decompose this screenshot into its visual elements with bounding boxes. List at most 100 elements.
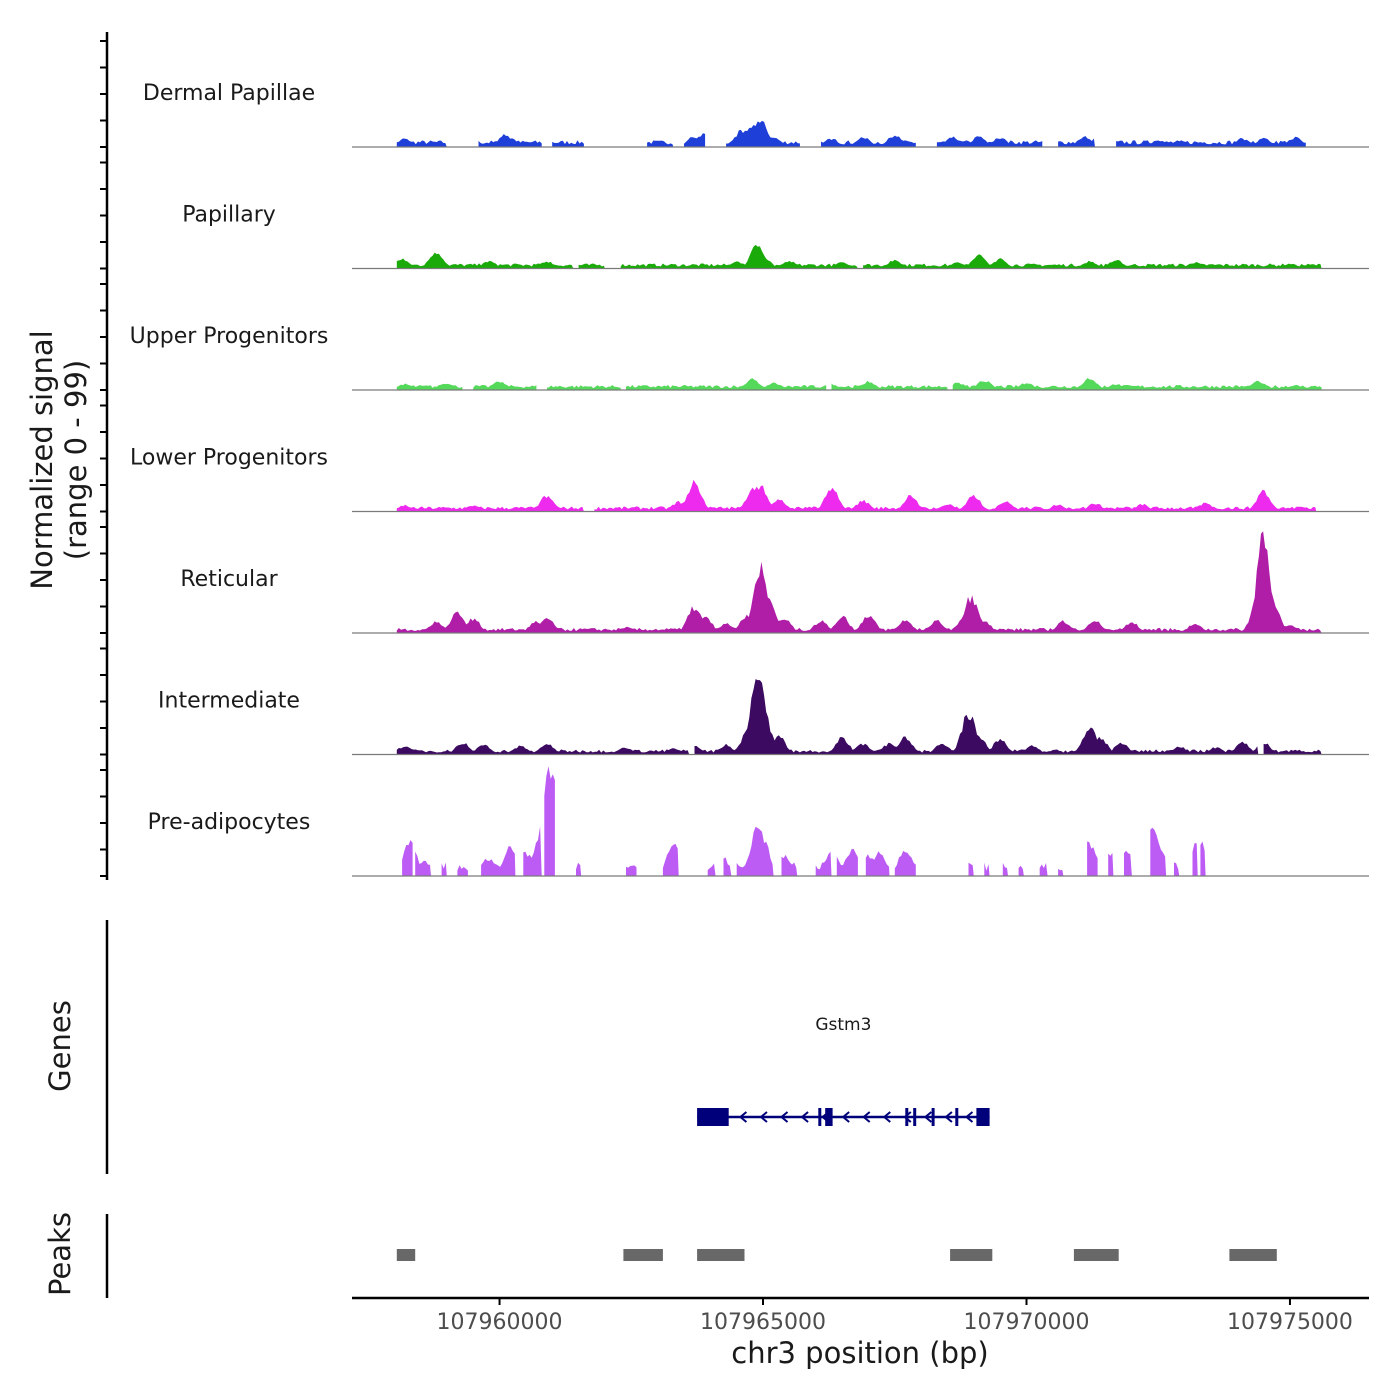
signal-area-pre-adipocytes-16 [865,851,890,876]
signal-area-pre-adipocytes-1 [415,851,431,876]
peak-region-4 [1073,1249,1119,1261]
x-tick-label-3: 107975000 [1227,1310,1353,1335]
signal-area-pre-adipocytes-19 [984,862,990,876]
signal-area-pre-adipocytes-7 [576,862,582,876]
signal-area-pre-adipocytes-2 [441,862,447,876]
signal-area-pre-adipocytes-26 [1124,850,1132,876]
track-upper-progenitors: Upper Progenitors [130,324,1369,391]
x-axis-title: chr3 position (bp) [731,1336,988,1370]
gene-name-label: Gstm3 [815,1015,871,1035]
strand-arrow [903,1111,912,1123]
y-axis-title-line2: (range 0 - 99) [59,360,93,560]
signal-area-pre-adipocytes-4 [481,846,516,876]
track-lower-progenitors: Lower Progenitors [130,446,1369,513]
peak-region-3 [950,1249,993,1261]
signal-y-ticks [100,40,107,877]
x-tick-label-0: 107960000 [437,1310,563,1335]
signal-area-dermal-papillae-0 [396,138,447,147]
strand-arrow [738,1111,748,1123]
signal-area-lower-progenitors-0 [396,495,584,512]
gene-exon-6 [955,1108,959,1126]
signal-area-intermediate-2 [1263,743,1322,755]
signal-area-intermediate-0 [396,743,690,755]
track-label-lower-progenitors: Lower Progenitors [130,446,328,471]
signal-area-pre-adipocytes-25 [1108,853,1114,876]
signal-area-dermal-papillae-8 [1058,136,1095,147]
signal-area-reticular-0 [396,531,1322,633]
signal-area-upper-progenitors-2 [547,385,621,390]
peak-region-2 [697,1249,745,1261]
signal-area-pre-adipocytes-3 [457,865,468,876]
signal-area-pre-adipocytes-22 [1039,863,1048,876]
track-label-reticular: Reticular [180,567,278,592]
gene-model [697,1108,990,1126]
signal-area-pre-adipocytes-10 [707,863,716,876]
signal-area-upper-progenitors-4 [831,380,948,390]
gene-exon-0 [697,1108,729,1126]
signal-area-pre-adipocytes-5 [523,826,542,876]
strand-arrow [944,1111,953,1123]
track-label-dermal-papillae: Dermal Papillae [143,81,315,106]
y-axis-title-line1: Normalized signal [25,330,59,589]
signal-tracks: Dermal Papillae Papillary Upper Progenitor… [130,81,1369,877]
signal-area-dermal-papillae-4 [684,133,706,147]
signal-area-pre-adipocytes-0 [402,840,413,876]
strand-arrow [862,1111,871,1123]
signal-area-pre-adipocytes-8 [626,865,637,876]
signal-area-papillary-0 [396,252,574,269]
track-reticular: Reticular [180,531,1369,634]
track-papillary: Papillary [182,203,1369,270]
signal-area-dermal-papillae-2 [552,140,584,147]
gene-exon-1 [818,1108,822,1126]
signal-area-pre-adipocytes-11 [723,857,732,876]
gene-exon-3 [905,1108,909,1126]
signal-area-pre-adipocytes-15 [836,848,858,876]
x-tick-label-1: 107965000 [700,1310,826,1335]
signal-area-pre-adipocytes-24 [1087,841,1098,876]
genes-track-title: Genes [43,1000,77,1092]
signal-area-papillary-3 [863,254,1322,269]
signal-area-pre-adipocytes-29 [1192,843,1198,876]
signal-area-pre-adipocytes-20 [1002,862,1008,876]
signal-area-pre-adipocytes-30 [1200,841,1206,876]
gene-exon-4 [913,1108,917,1126]
signal-area-pre-adipocytes-14 [815,851,832,876]
signal-area-papillary-2 [620,244,858,269]
signal-area-pre-adipocytes-28 [1174,862,1180,876]
signal-area-pre-adipocytes-9 [662,843,679,876]
peak-region-1 [623,1249,663,1261]
track-label-upper-progenitors: Upper Progenitors [130,324,329,349]
track-label-papillary: Papillary [182,203,276,228]
signal-area-lower-progenitors-1 [594,479,1317,512]
strand-arrow [779,1111,789,1123]
gene-exon-7 [976,1108,990,1126]
signal-area-pre-adipocytes-21 [1018,865,1024,876]
peak-region-0 [396,1249,416,1261]
track-label-intermediate: Intermediate [158,689,300,714]
x-tick-label-2: 107970000 [963,1310,1089,1335]
signal-area-pre-adipocytes-17 [894,850,916,876]
signal-area-dermal-papillae-7 [936,136,1043,147]
signal-area-intermediate-1 [694,679,1259,755]
signal-area-pre-adipocytes-27 [1150,827,1167,876]
signal-area-upper-progenitors-0 [396,383,463,390]
peaks-track-title: Peaks [43,1212,77,1296]
signal-area-dermal-papillae-6 [821,135,916,147]
strand-arrow [923,1111,933,1123]
strand-arrow [964,1111,974,1123]
signal-area-pre-adipocytes-13 [781,854,798,876]
signal-area-upper-progenitors-1 [473,381,537,390]
signal-area-dermal-papillae-5 [726,120,800,147]
gene-exon-2 [825,1108,833,1126]
gene-exon-5 [931,1108,935,1126]
peak-regions [396,1249,1277,1261]
track-pre-adipocytes: Pre-adipocytes [148,766,1369,877]
track-label-pre-adipocytes: Pre-adipocytes [148,810,311,835]
signal-area-papillary-1 [578,263,605,269]
signal-area-pre-adipocytes-23 [1058,868,1064,876]
strand-arrow [841,1111,850,1123]
signal-area-dermal-papillae-1 [478,134,542,147]
signal-area-dermal-papillae-3 [647,140,674,147]
signal-area-pre-adipocytes-18 [968,862,974,876]
